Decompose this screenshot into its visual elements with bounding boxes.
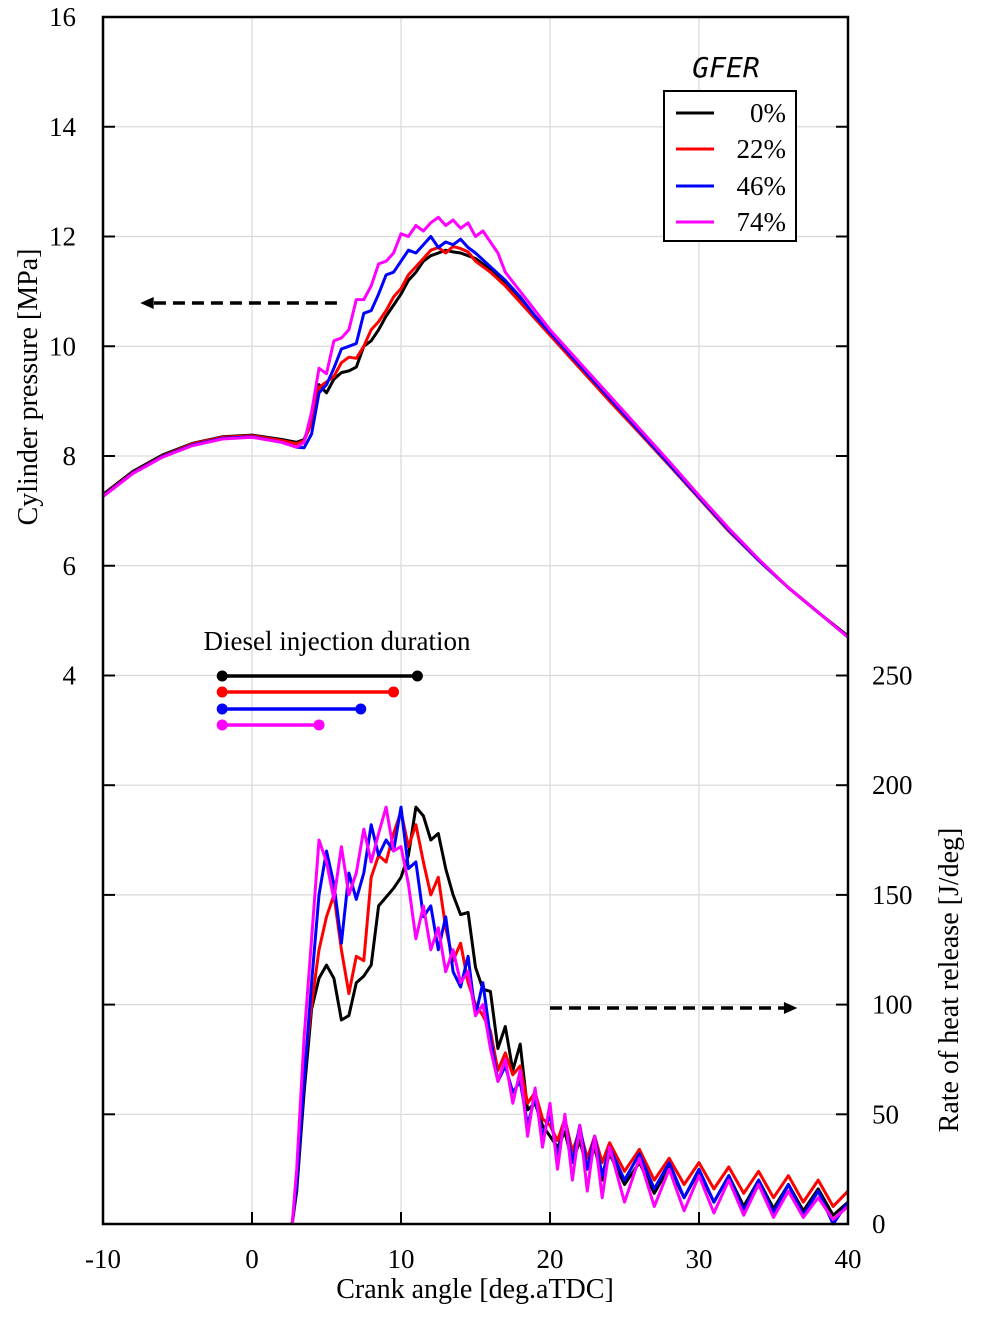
y-tick-label-left: 10 [49, 331, 76, 361]
injection-end-dot [411, 670, 423, 682]
legend-label: 22% [737, 134, 787, 164]
legend-title: GFER [692, 51, 759, 84]
x-tick-label: 40 [835, 1244, 862, 1274]
y-tick-label-right: 100 [872, 990, 913, 1020]
y-tick-label-left: 12 [49, 222, 76, 252]
injection-end-dot [355, 703, 367, 715]
legend-label: 46% [737, 171, 787, 201]
y-tick-labels-left: 4 6 8 10 12 14 16 [49, 2, 77, 691]
hrr-line-22pct [290, 810, 850, 1225]
legend-label: 0% [750, 98, 786, 128]
y-tick-label-right: 0 [872, 1209, 886, 1239]
x-tick-label: 30 [686, 1244, 713, 1274]
x-tick-label: 20 [537, 1244, 564, 1274]
y-tick-labels-right: 0 50 100 150 200 250 [872, 661, 913, 1240]
y-axis-title-left: Cylinder pressure [MPa] [13, 249, 44, 526]
plot-frame [101, 15, 850, 1226]
injection-start-dot [216, 703, 228, 715]
injection-annotation: Diesel injection duration [204, 626, 471, 656]
injection-start-dot [216, 719, 228, 731]
y-tick-label-left: 16 [49, 2, 76, 32]
arrow-left-head [140, 297, 154, 309]
legend-box [663, 90, 797, 242]
y-tick-label-left: 14 [49, 112, 77, 142]
x-tick-label: 0 [245, 1244, 259, 1274]
x-axis-title: Crank angle [deg.aTDC] [336, 1274, 614, 1305]
pressure-line-74pct [102, 215, 849, 639]
arrow-right-head [783, 1002, 798, 1014]
pressure-line-46pct [102, 235, 849, 639]
x-tick-label: 10 [388, 1244, 415, 1274]
axis-ticks [102, 16, 849, 1225]
pressure-line-22pct [102, 244, 849, 639]
injection-start-dot [216, 670, 228, 682]
x-tick-label: -10 [85, 1244, 121, 1274]
x-tick-labels: -10 0 10 20 30 40 [85, 1244, 862, 1274]
legend-label: 74% [737, 207, 787, 237]
y-tick-label-left: 8 [63, 441, 77, 471]
legend: 0% 22% 46% 74% [676, 98, 786, 237]
y-tick-label-right: 200 [872, 770, 913, 800]
y-axis-title-right: Rate of heat release [J/deg] [934, 828, 965, 1133]
y-tick-label-left: 4 [63, 661, 77, 691]
y-tick-label-right: 150 [872, 880, 913, 910]
y-tick-label-right: 50 [872, 1099, 899, 1129]
series-lines [102, 215, 850, 1226]
injection-end-dot [313, 719, 325, 731]
injection-start-dot [216, 686, 228, 698]
y-tick-label-right: 250 [872, 661, 913, 691]
axis-indicator-arrows [140, 297, 798, 1014]
injection-duration-bars [216, 670, 423, 731]
y-tick-label-left: 6 [63, 551, 77, 581]
hrr-line-74pct [290, 805, 849, 1225]
injection-end-dot [388, 686, 400, 698]
